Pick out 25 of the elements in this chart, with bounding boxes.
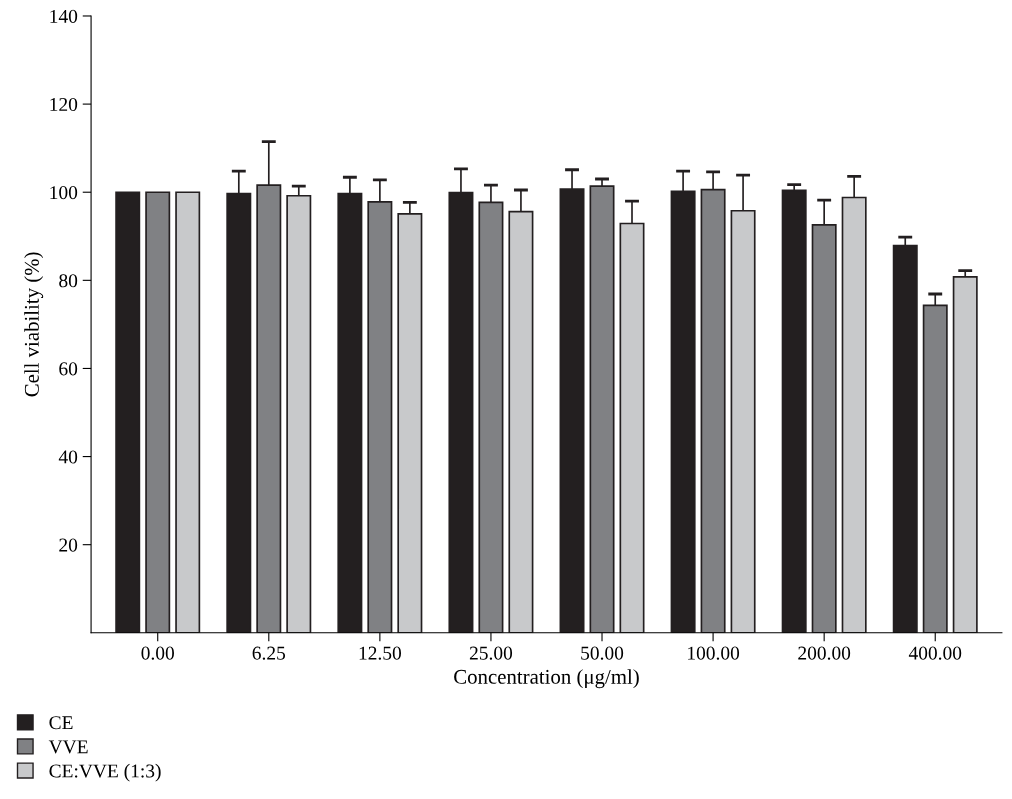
y-tick-label: 20 [59,538,78,552]
x-tick-label: 0.00 [141,646,174,660]
x-tick-label: 400.00 [908,646,962,660]
y-tick-label: 40 [58,450,78,464]
bar [781,189,807,633]
x-tick-label: 25.00 [469,646,513,660]
bar [145,191,171,633]
legend-label: CE:VVE (1:3) [49,763,161,782]
bar [952,275,978,633]
x-axis-title: Concentration (μg/ml) [454,669,639,689]
x-tick-label: 12.50 [359,646,401,660]
bar [115,191,141,633]
y-tick-label: 100 [50,186,78,200]
x-tick-label: 200.00 [798,646,851,660]
y-tick-label: 80 [59,274,78,288]
y-tick-label: 140 [50,9,78,23]
x-tick-label: 100.00 [688,646,740,660]
legend-label: CE [49,716,73,730]
x-tick-label: 6.25 [252,646,286,660]
y-tick-label: 120 [50,97,78,112]
x-tick-label: 50.00 [581,646,624,660]
y-axis-title: Cell viability (%) [24,252,44,397]
bar [175,191,201,633]
legend-label: VVE [48,740,88,754]
y-tick-label: 60 [59,362,78,376]
